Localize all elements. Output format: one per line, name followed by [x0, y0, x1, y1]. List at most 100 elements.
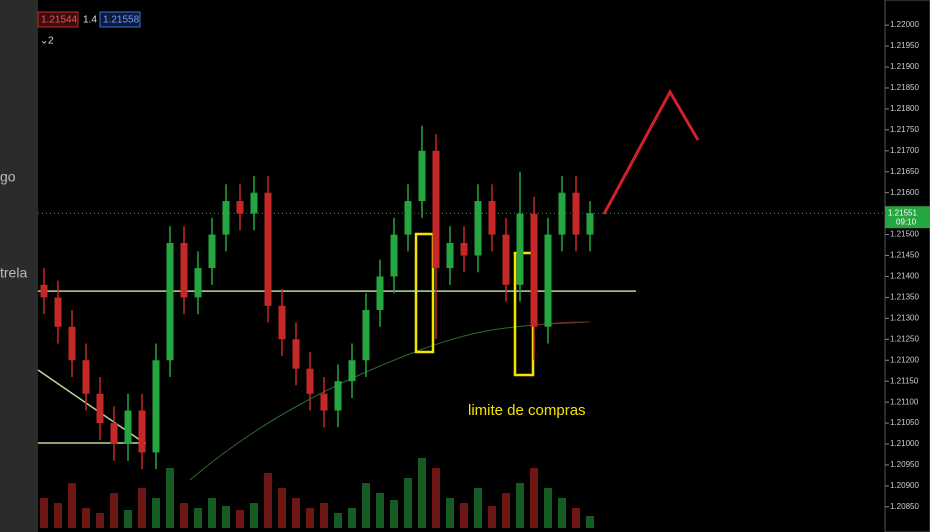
sidebar-text: trela: [0, 265, 27, 281]
highlight-box: [414, 232, 435, 354]
volume-bar: [432, 468, 440, 528]
y-tick-label: 1.20900: [890, 481, 919, 490]
candle-body: [418, 150, 426, 202]
volume-bar: [292, 498, 300, 528]
candle-body: [250, 192, 258, 214]
volume-bar: [222, 506, 230, 528]
y-tick-label: 1.21750: [890, 125, 919, 134]
candle-body: [40, 284, 48, 298]
y-tick-label: 1.21100: [890, 397, 919, 406]
bid: 1.21544: [41, 15, 78, 26]
candle-body: [404, 201, 412, 235]
y-tick-label: 1.21800: [890, 104, 919, 113]
candle-body: [124, 410, 132, 445]
y-tick-label: 1.21400: [890, 272, 919, 281]
candle-body: [460, 242, 468, 256]
y-tick-label: 1.21300: [890, 313, 919, 322]
volume-bar: [488, 506, 496, 528]
candle-body: [544, 234, 552, 327]
count: 2: [48, 36, 54, 47]
y-tick-label: 1.22000: [890, 20, 919, 29]
candle-body: [110, 423, 118, 445]
volume-bar: [306, 508, 314, 528]
volume-bar: [558, 498, 566, 528]
y-tick-label: 1.20950: [890, 460, 919, 469]
volume-bar: [376, 493, 384, 528]
candle-body: [362, 309, 370, 361]
volume-bar: [362, 483, 370, 528]
volume-bar: [474, 488, 482, 528]
candle-body: [292, 339, 300, 369]
spread: 1.4: [83, 15, 97, 26]
candle-body: [166, 242, 174, 361]
candle-body: [474, 201, 482, 256]
candle-body: [586, 213, 594, 235]
y-tick-label: 1.21650: [890, 167, 919, 176]
candle-body: [152, 360, 160, 453]
y-tick-label: 1.21000: [890, 439, 919, 448]
sidebar: [0, 0, 38, 532]
ask: 1.21558: [103, 15, 140, 26]
volume-bar: [152, 498, 160, 528]
y-tick-label: 1.21450: [890, 251, 919, 260]
candle-body: [236, 201, 244, 214]
volume-bar: [320, 503, 328, 528]
candle-body: [572, 192, 580, 235]
candle-body: [488, 201, 496, 235]
volume-bar: [390, 500, 398, 528]
volume-bar: [180, 503, 188, 528]
candle-body: [516, 213, 524, 285]
trend-line: [37, 369, 141, 441]
candle-body: [82, 360, 90, 394]
candle-body: [558, 192, 566, 235]
price-axis: [884, 0, 930, 532]
y-tick-label: 1.21500: [890, 230, 919, 239]
candle-body: [138, 410, 146, 453]
candle-body: [278, 305, 286, 340]
candle-body: [306, 368, 314, 394]
volume-bar: [250, 503, 258, 528]
candle-body: [446, 242, 454, 269]
candle-body: [390, 234, 398, 277]
candle-body: [376, 276, 384, 310]
volume-bar: [404, 478, 412, 528]
chevron: ⌄: [40, 36, 48, 47]
volume-bar: [502, 493, 510, 528]
y-tick-label: 1.21900: [890, 62, 919, 71]
sidebar-text: go: [0, 169, 16, 185]
volume-bar: [40, 498, 48, 528]
candle-body: [334, 381, 342, 411]
y-tick-label: 1.21600: [890, 188, 919, 197]
candle-body: [432, 150, 440, 269]
y-tick-label: 1.20850: [890, 502, 919, 511]
candle-body: [222, 201, 230, 235]
y-tick-label: 1.21350: [890, 293, 919, 302]
volume-bar: [124, 510, 132, 528]
y-tick-label: 1.21150: [890, 376, 919, 385]
volume-bar: [68, 483, 76, 528]
volume-bar: [208, 498, 216, 528]
candle-body: [54, 297, 62, 327]
y-tick-label: 1.21950: [890, 41, 919, 50]
volume-bar: [516, 483, 524, 528]
forecast-arrow: [602, 88, 700, 215]
candle-body: [264, 192, 272, 306]
candle-body: [194, 268, 202, 298]
y-tick-label: 1.21700: [890, 146, 919, 155]
bid-box: [37, 11, 79, 28]
volume-bar: [348, 508, 356, 528]
volume-bar: [54, 503, 62, 528]
ask-box: [99, 11, 141, 28]
volume-bar: [82, 508, 90, 528]
volume-bar: [446, 498, 454, 528]
candle-body: [208, 234, 216, 269]
candle-body: [530, 213, 538, 327]
y-tick-label: 1.21200: [890, 355, 919, 364]
volume-bar: [194, 508, 202, 528]
candle-body: [502, 234, 510, 285]
last-price: 1.21551: [888, 208, 917, 217]
candle-body: [180, 242, 188, 298]
volume-bar: [96, 513, 104, 528]
